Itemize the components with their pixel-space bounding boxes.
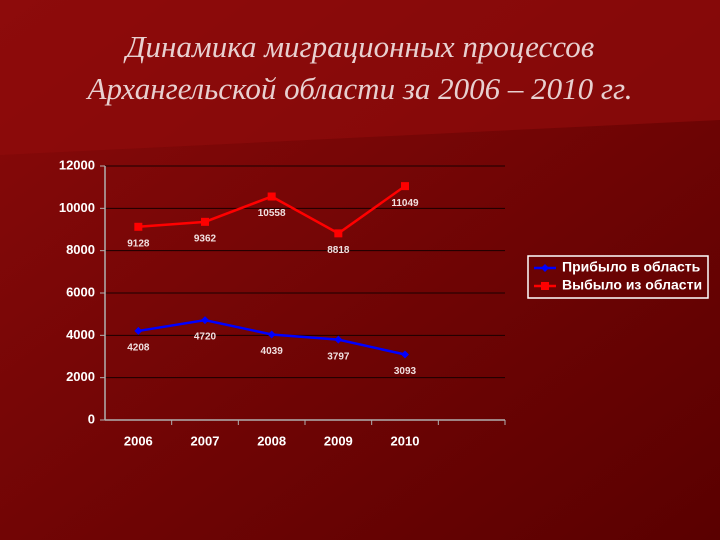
x-tick-label: 2008 bbox=[257, 433, 286, 448]
data-label: 3093 bbox=[394, 366, 417, 377]
title-band bbox=[0, 0, 720, 155]
data-label: 10558 bbox=[258, 208, 286, 219]
legend-marker bbox=[541, 282, 549, 290]
y-tick-label: 8000 bbox=[66, 242, 95, 257]
data-label: 4208 bbox=[127, 343, 150, 354]
data-point bbox=[401, 182, 409, 191]
data-point bbox=[267, 330, 276, 339]
x-tick-label: 2007 bbox=[191, 433, 220, 448]
data-point bbox=[401, 350, 409, 359]
legend-marker bbox=[541, 264, 549, 272]
data-label: 4720 bbox=[194, 332, 217, 343]
y-tick-label: 12000 bbox=[59, 157, 95, 172]
data-point bbox=[334, 335, 343, 344]
title-line: Динамика миграционных процессов bbox=[123, 29, 594, 64]
legend-label: Выбыло из области bbox=[562, 277, 702, 293]
data-label: 4039 bbox=[261, 346, 284, 357]
title-line: Архангельской области за 2006 – 2010 гг. bbox=[86, 71, 633, 106]
x-tick-label: 2010 bbox=[391, 433, 420, 448]
y-tick-label: 10000 bbox=[59, 200, 95, 215]
y-tick-label: 2000 bbox=[66, 369, 95, 384]
data-point bbox=[267, 192, 276, 201]
x-tick-label: 2006 bbox=[124, 433, 153, 448]
data-point bbox=[134, 326, 143, 335]
data-point bbox=[134, 222, 143, 231]
x-tick-label: 2009 bbox=[324, 433, 353, 448]
y-tick-label: 4000 bbox=[66, 327, 95, 342]
data-label: 8818 bbox=[327, 245, 350, 256]
data-label: 11049 bbox=[391, 198, 419, 209]
data-point bbox=[201, 316, 209, 325]
data-label: 3797 bbox=[327, 351, 350, 362]
data-point bbox=[201, 217, 209, 226]
y-tick-label: 6000 bbox=[66, 284, 95, 299]
data-point bbox=[334, 229, 343, 238]
data-label: 9362 bbox=[194, 233, 217, 244]
legend-box bbox=[527, 255, 709, 299]
legend-label: Прибыло в область bbox=[562, 259, 701, 275]
data-label: 9128 bbox=[127, 238, 150, 249]
y-tick-label: 0 bbox=[88, 411, 95, 426]
